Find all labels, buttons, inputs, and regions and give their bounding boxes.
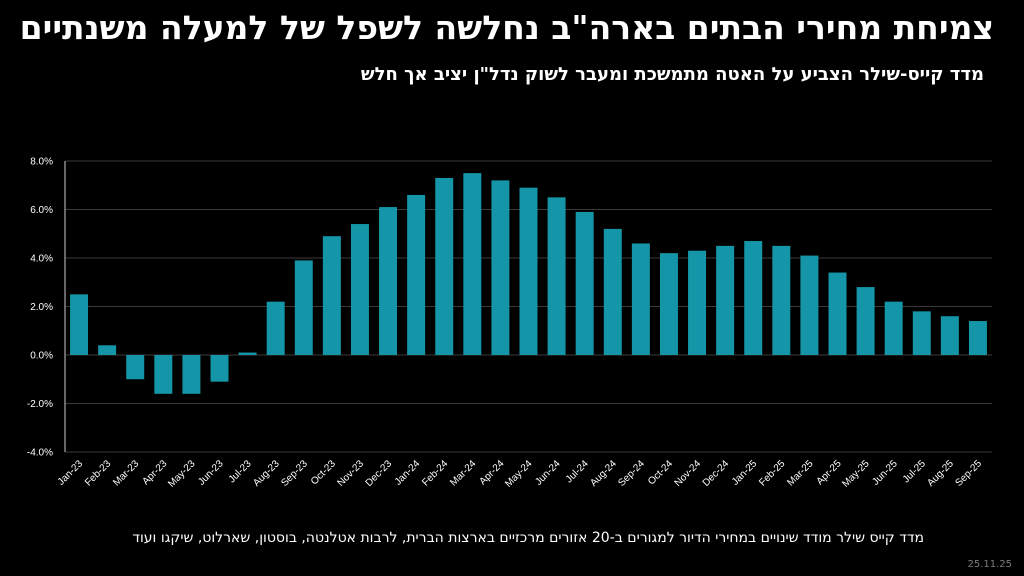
x-tick-label: Jan-24 <box>393 458 423 488</box>
x-tick-label: Dec-24 <box>701 458 732 489</box>
bar <box>210 355 229 382</box>
bar <box>547 197 566 355</box>
bar <box>70 294 89 355</box>
x-tick-label: Jul-25 <box>901 458 928 485</box>
x-tick-label: Mar-25 <box>785 458 815 488</box>
bar <box>435 177 454 355</box>
bar <box>575 211 594 355</box>
x-tick-label: May-25 <box>840 458 872 490</box>
bar <box>716 245 735 355</box>
date-stamp: 25.11.25 <box>967 559 1012 570</box>
page-title: צמיחת מחירי הבתים בארה"ב נחלשה לשפל של ל… <box>19 8 994 47</box>
x-tick-label: Feb-24 <box>420 458 450 488</box>
x-tick-label: Nov-23 <box>335 458 366 489</box>
x-tick-label: Jul-24 <box>564 458 591 485</box>
x-tick-label: Jun-25 <box>870 458 900 488</box>
bar <box>856 287 875 355</box>
x-tick-label: Oct-23 <box>309 458 338 487</box>
bar <box>968 321 987 355</box>
x-tick-label: Apr-24 <box>478 458 507 487</box>
y-tick-label: -4.0% <box>27 448 53 459</box>
bar <box>631 243 650 355</box>
x-tick-label: Mar-24 <box>448 458 478 488</box>
x-tick-label: Sep-25 <box>953 458 984 489</box>
x-tick-label: Jan-23 <box>56 458 86 488</box>
x-tick-label: Aug-23 <box>251 458 282 489</box>
bar <box>800 255 819 355</box>
bar <box>294 260 313 355</box>
x-tick-label: Mar-23 <box>111 458 141 488</box>
x-tick-label: Jun-24 <box>533 458 563 488</box>
bar <box>940 316 959 355</box>
bar <box>659 253 678 355</box>
bar <box>463 173 482 355</box>
bar <box>688 250 707 355</box>
bar <box>98 345 117 355</box>
footnote: מדד קייס שילר מודד שינויים במחירי הדיור … <box>132 530 924 546</box>
bar <box>154 355 173 394</box>
bar <box>884 301 903 355</box>
x-tick-label: Jun-23 <box>196 458 226 488</box>
bar <box>828 272 847 355</box>
y-tick-label: 0.0% <box>30 351 53 362</box>
bar <box>519 187 538 355</box>
x-tick-label: Feb-25 <box>757 458 787 488</box>
bar <box>350 224 369 355</box>
x-tick-label: Sep-23 <box>279 458 310 489</box>
bar <box>182 355 201 394</box>
bar <box>407 194 426 355</box>
y-tick-label: 4.0% <box>30 254 53 265</box>
bar <box>322 236 341 355</box>
x-tick-label: Feb-23 <box>83 458 113 488</box>
bar <box>126 355 145 380</box>
y-tick-label: 8.0% <box>30 157 53 168</box>
x-tick-label: Nov-24 <box>673 458 704 489</box>
x-tick-label: Aug-24 <box>588 458 619 489</box>
bar <box>238 352 257 355</box>
x-tick-label: Sep-24 <box>616 458 647 489</box>
x-tick-label: Oct-24 <box>646 458 675 487</box>
bar <box>744 241 763 355</box>
y-tick-label: -2.0% <box>27 399 53 410</box>
x-tick-label: Dec-23 <box>364 458 395 489</box>
y-tick-label: 2.0% <box>30 302 53 313</box>
bar <box>912 311 931 355</box>
y-tick-label: 6.0% <box>30 205 53 216</box>
x-tick-label: Apr-23 <box>140 458 169 487</box>
x-tick-label: Aug-25 <box>925 458 956 489</box>
x-tick-label: Apr-25 <box>815 458 844 487</box>
bar <box>603 228 622 355</box>
bar <box>266 301 285 355</box>
x-tick-label: May-23 <box>166 458 198 490</box>
bar <box>379 207 398 355</box>
bar <box>491 180 510 355</box>
x-tick-label: Jul-23 <box>227 458 254 485</box>
x-tick-label: May-24 <box>503 458 535 490</box>
bar <box>772 245 791 355</box>
page-subtitle: מדד קייס-שילר הצביע על האטה מתמשכת ומעבר… <box>360 64 984 85</box>
x-tick-label: Jan-25 <box>730 458 760 488</box>
